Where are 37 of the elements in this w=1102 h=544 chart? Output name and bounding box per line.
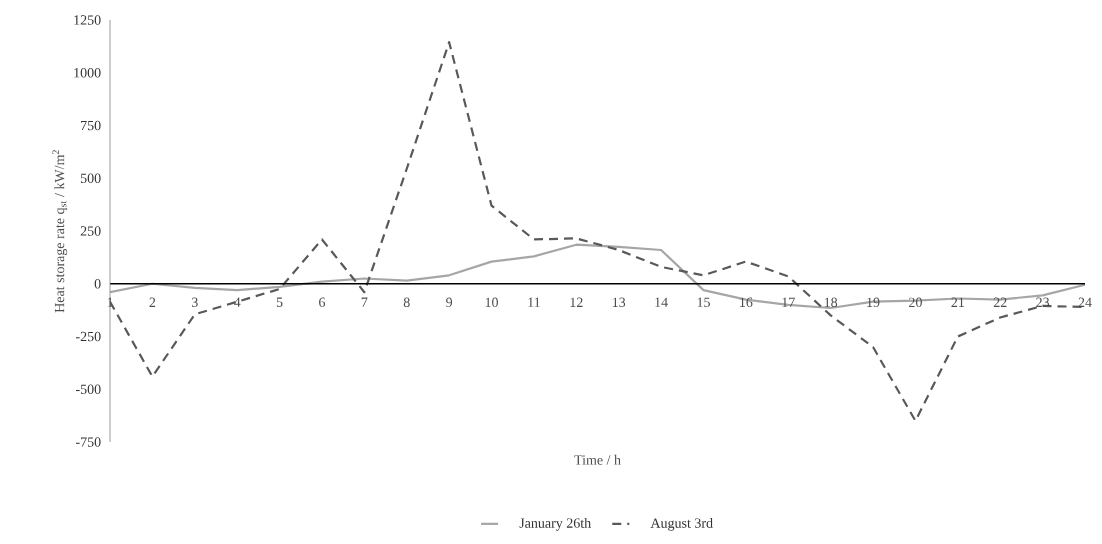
x-tick-label: 3 bbox=[191, 297, 198, 308]
x-tick-label: 16 bbox=[740, 297, 753, 308]
legend-label: January 26th bbox=[519, 517, 591, 531]
y-tick-label: -250 bbox=[75, 331, 101, 342]
x-tick-label: 12 bbox=[570, 297, 583, 307]
x-tick-label: 17 bbox=[782, 297, 795, 307]
x-tick-label: 11 bbox=[528, 297, 540, 307]
y-tick-label: -500 bbox=[75, 384, 101, 394]
y-tick-label: -750 bbox=[75, 437, 101, 447]
x-tick-label: 24 bbox=[1078, 297, 1092, 307]
y-tick-label: 0 bbox=[94, 279, 101, 289]
x-tick-label: 6 bbox=[319, 297, 326, 308]
x-tick-label: 8 bbox=[403, 297, 410, 308]
y-tick-label: 750 bbox=[81, 120, 101, 131]
x-tick-label: 13 bbox=[612, 297, 626, 308]
x-tick-label: 23 bbox=[1036, 297, 1050, 308]
x-tick-label: 10 bbox=[485, 297, 498, 308]
x-tick-label: 15 bbox=[697, 297, 710, 307]
x-tick-label: 1 bbox=[107, 297, 113, 307]
y-tick-label: 500 bbox=[80, 173, 101, 183]
x-tick-label: 2 bbox=[149, 297, 156, 307]
x-tick-label: 4 bbox=[233, 297, 241, 307]
x-tick-label: 20 bbox=[909, 297, 922, 308]
x-axis-title: Time / h bbox=[574, 454, 621, 465]
y-tick-label: 1000 bbox=[74, 68, 101, 78]
x-tick-label: 5 bbox=[276, 297, 283, 307]
x-tick-label: 19 bbox=[867, 297, 880, 308]
x-tick-label: 18 bbox=[824, 297, 838, 308]
y-tick-label: 1250 bbox=[74, 15, 101, 25]
legend-label: August 3rd bbox=[650, 517, 713, 531]
y-tick-label: 250 bbox=[80, 226, 101, 236]
y-axis-title: Heat storage rate q$_{st}$ / kW/m$^{2}$ bbox=[52, 150, 68, 313]
x-tick-label: 7 bbox=[361, 297, 368, 307]
x-tick-label: 9 bbox=[446, 297, 453, 308]
x-tick-label: 21 bbox=[951, 297, 964, 307]
x-tick-label: 14 bbox=[655, 297, 668, 307]
x-tick-label: 22 bbox=[993, 297, 1007, 307]
